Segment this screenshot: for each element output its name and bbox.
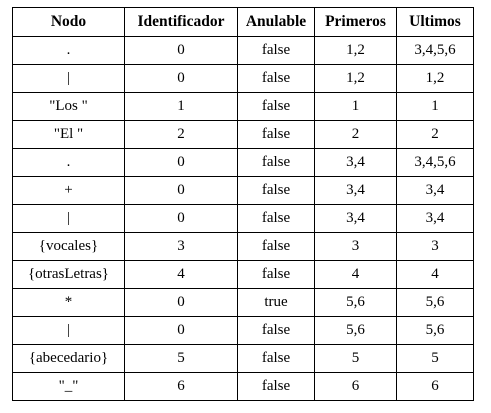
header-primeros: Primeros bbox=[314, 7, 397, 37]
cell-nodo: "Los " bbox=[12, 92, 125, 121]
cell-nodo: | bbox=[12, 204, 125, 233]
cell-identificador: 5 bbox=[124, 344, 238, 373]
cell-ultimos: 5 bbox=[396, 344, 474, 373]
cell-nodo: | bbox=[12, 64, 125, 93]
cell-ultimos: 1 bbox=[396, 92, 474, 121]
cell-anulable: false bbox=[237, 92, 315, 121]
cell-identificador: 1 bbox=[124, 92, 238, 121]
cell-anulable: false bbox=[237, 260, 315, 289]
cell-ultimos: 3,4 bbox=[396, 204, 474, 233]
cell-anulable: false bbox=[237, 344, 315, 373]
cell-identificador: 2 bbox=[124, 120, 238, 149]
cell-primeros: 1,2 bbox=[314, 36, 397, 65]
cell-anulable: false bbox=[237, 148, 315, 177]
cell-ultimos: 5,6 bbox=[396, 316, 474, 345]
cell-anulable: false bbox=[237, 64, 315, 93]
cell-anulable: false bbox=[237, 204, 315, 233]
cell-primeros: 5,6 bbox=[314, 288, 397, 317]
table-row: . 0 false 3,4 3,4,5,6 bbox=[12, 148, 474, 177]
cell-identificador: 0 bbox=[124, 64, 238, 93]
cell-anulable: false bbox=[237, 176, 315, 205]
cell-nodo: . bbox=[12, 36, 125, 65]
cell-primeros: 2 bbox=[314, 120, 397, 149]
cell-nodo: . bbox=[12, 148, 125, 177]
table-row: "Los " 1 false 1 1 bbox=[12, 92, 474, 121]
cell-nodo: "_" bbox=[12, 372, 125, 401]
table-row: +0 false 3,4 3,4 bbox=[12, 176, 474, 205]
cell-identificador: 0 bbox=[124, 148, 238, 177]
cell-identificador: 0 bbox=[124, 288, 238, 317]
cell-nodo: | bbox=[12, 316, 125, 345]
table-row: | 0 false 1,2 1,2 bbox=[12, 64, 474, 93]
cell-ultimos: 4 bbox=[396, 260, 474, 289]
cell-ultimos: 2 bbox=[396, 120, 474, 149]
cell-ultimos: 6 bbox=[396, 372, 474, 401]
cell-primeros: 3,4 bbox=[314, 204, 397, 233]
table-row: | 0 false 3,4 3,4 bbox=[12, 204, 474, 233]
table-header-row: Nodo Identificador Anulable Primeros Ult… bbox=[12, 7, 474, 37]
table-row: | 0 false 5,6 5,6 bbox=[12, 316, 474, 345]
table-row: "_" 6 false 6 6 bbox=[12, 372, 474, 401]
cell-identificador: 0 bbox=[124, 204, 238, 233]
cell-nodo: * bbox=[12, 288, 125, 317]
cell-nodo: {abecedario} bbox=[12, 344, 125, 373]
cell-anulable: false bbox=[237, 36, 315, 65]
nodes-table: Nodo Identificador Anulable Primeros Ult… bbox=[12, 7, 474, 401]
cell-identificador: 0 bbox=[124, 36, 238, 65]
table-row: {abecedario} 5 false 5 5 bbox=[12, 344, 474, 373]
cell-anulable: false bbox=[237, 316, 315, 345]
table-row: {vocales} 3 false 3 3 bbox=[12, 232, 474, 261]
cell-ultimos: 5,6 bbox=[396, 288, 474, 317]
cell-anulable: false bbox=[237, 372, 315, 401]
cell-primeros: 3,4 bbox=[314, 176, 397, 205]
cell-nodo: "El " bbox=[12, 120, 125, 149]
cell-primeros: 1 bbox=[314, 92, 397, 121]
cell-identificador: 6 bbox=[124, 372, 238, 401]
cell-identificador: 0 bbox=[124, 316, 238, 345]
cell-primeros: 5,6 bbox=[314, 316, 397, 345]
header-anulable: Anulable bbox=[237, 7, 315, 37]
cell-anulable: true bbox=[237, 288, 315, 317]
cell-anulable: false bbox=[237, 232, 315, 261]
header-identificador: Identificador bbox=[124, 7, 238, 37]
table-row: * 0 true 5,6 5,6 bbox=[12, 288, 474, 317]
cell-nodo: + bbox=[12, 176, 125, 205]
cell-ultimos: 3,4 bbox=[396, 176, 474, 205]
table-body: . 0 false 1,2 3,4,5,6 | 0 false 1,2 1,2 "Los " 1 fal… bbox=[12, 36, 474, 401]
cell-primeros: 6 bbox=[314, 372, 397, 401]
cell-nodo: {vocales} bbox=[12, 232, 125, 261]
cell-primeros: 1,2 bbox=[314, 64, 397, 93]
table-row: "El " 2 false 2 2 bbox=[12, 120, 474, 149]
cell-primeros: 3 bbox=[314, 232, 397, 261]
header-ultimos: Ultimos bbox=[396, 7, 474, 37]
cell-primeros: 5 bbox=[314, 344, 397, 373]
table-row: {otrasLetras} 4 false 4 4 bbox=[12, 260, 474, 289]
cell-ultimos: 3,4,5,6 bbox=[396, 36, 474, 65]
cell-anulable: false bbox=[237, 120, 315, 149]
cell-primeros: 4 bbox=[314, 260, 397, 289]
cell-primeros: 3,4 bbox=[314, 148, 397, 177]
header-nodo: Nodo bbox=[12, 7, 125, 37]
cell-nodo: {otrasLetras} bbox=[12, 260, 125, 289]
cell-identificador: 0 bbox=[124, 176, 238, 205]
cell-ultimos: 3 bbox=[396, 232, 474, 261]
cell-ultimos: 3,4,5,6 bbox=[396, 148, 474, 177]
cell-ultimos: 1,2 bbox=[396, 64, 474, 93]
cell-identificador: 4 bbox=[124, 260, 238, 289]
cell-identificador: 3 bbox=[124, 232, 238, 261]
table-row: . 0 false 1,2 3,4,5,6 bbox=[12, 36, 474, 65]
